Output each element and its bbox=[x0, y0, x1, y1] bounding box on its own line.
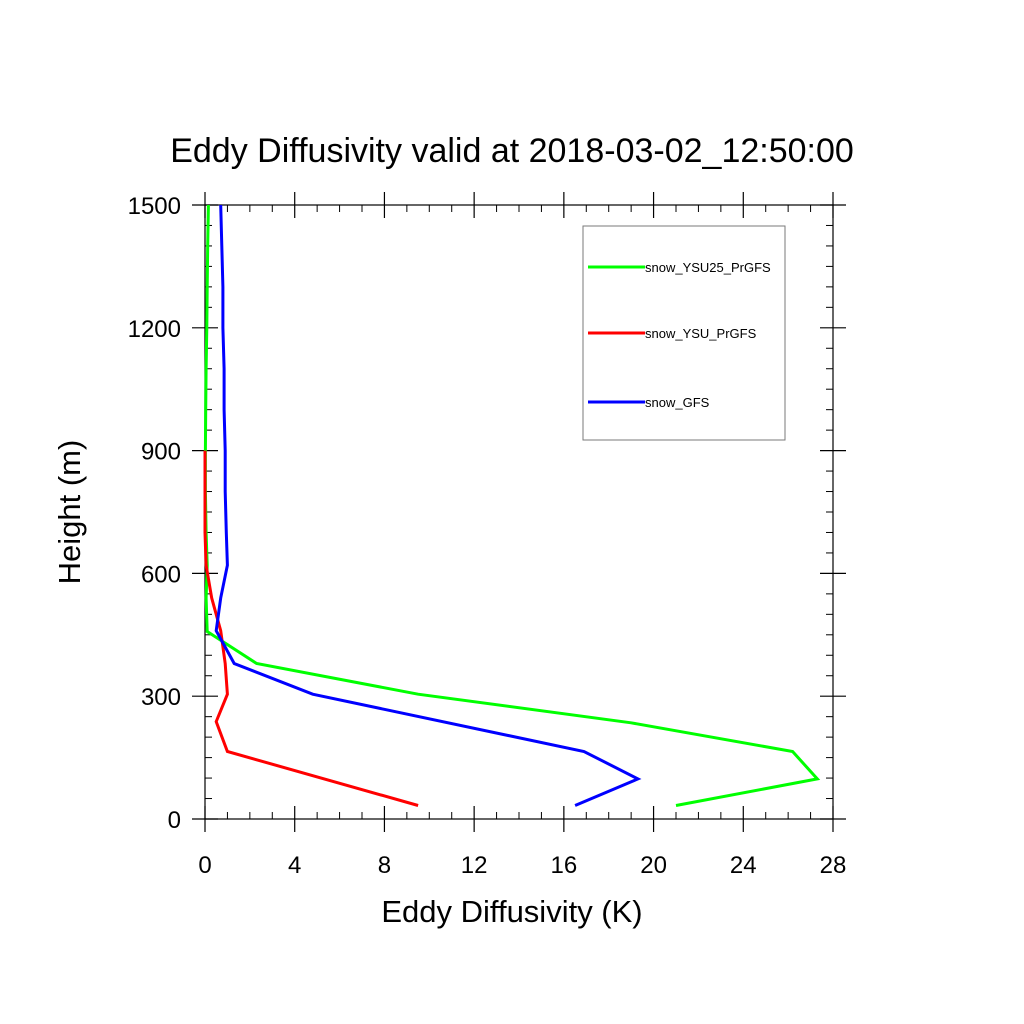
series-line-snow-ysu-prgfs bbox=[203, 450, 419, 807]
series-line-snow-gfs bbox=[214, 204, 642, 807]
x-tick-label: 28 bbox=[820, 852, 847, 879]
plot-area: 0 4 8 12 16 20 24 28 0 300 600 900 1200 1500 bbox=[128, 192, 847, 879]
x-tick-label: 12 bbox=[461, 852, 488, 879]
y-tick-label: 0 bbox=[168, 807, 181, 834]
x-tick-label: 8 bbox=[378, 852, 391, 879]
y-tick-label: 900 bbox=[141, 439, 181, 466]
x-tick-label: 0 bbox=[198, 852, 211, 879]
y-axis-label: Height (m) bbox=[52, 440, 87, 585]
x-tick-label: 4 bbox=[288, 852, 301, 879]
y-tick-label: 1200 bbox=[128, 316, 181, 343]
legend-label: snow_YSU_PrGFS bbox=[645, 326, 757, 341]
x-tick-label: 24 bbox=[730, 852, 757, 879]
legend-label: snow_YSU25_PrGFS bbox=[645, 260, 771, 275]
y-tick-label: 300 bbox=[141, 684, 181, 711]
y-tick-label: 600 bbox=[141, 561, 181, 588]
chart-title: Eddy Diffusivity valid at 2018-03-02_12:… bbox=[170, 132, 854, 170]
x-tick-label: 16 bbox=[551, 852, 578, 879]
y-tick-label: 1500 bbox=[128, 193, 181, 220]
x-tick-label: 20 bbox=[640, 852, 667, 879]
legend-label: snow_GFS bbox=[645, 395, 710, 410]
x-axis-label: Eddy Diffusivity (K) bbox=[381, 894, 642, 929]
legend: snow_YSU25_PrGFS snow_YSU_PrGFS snow_GFS bbox=[582, 225, 786, 441]
